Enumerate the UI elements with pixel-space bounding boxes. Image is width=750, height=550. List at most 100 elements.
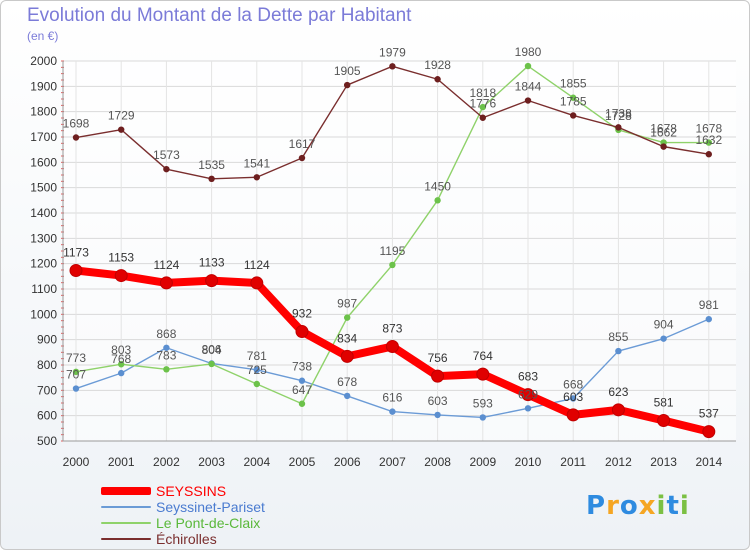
data-point xyxy=(570,112,577,119)
x-tick-label: 2004 xyxy=(243,455,270,469)
x-tick-label: 2003 xyxy=(198,455,225,469)
data-point xyxy=(434,197,441,204)
data-label: 756 xyxy=(428,351,448,365)
data-label: 773 xyxy=(66,351,86,365)
data-label: 1124 xyxy=(244,258,270,272)
data-point xyxy=(208,175,215,182)
logo-letter: x xyxy=(638,491,657,521)
x-tick-label: 2014 xyxy=(695,455,722,469)
legend-label: SEYSSINS xyxy=(156,483,227,499)
data-point xyxy=(253,174,260,181)
data-point xyxy=(611,403,625,417)
data-label: 1662 xyxy=(650,126,677,140)
data-label: 1728 xyxy=(605,109,632,123)
data-label: 738 xyxy=(292,360,312,374)
data-label: 1776 xyxy=(469,97,496,111)
data-label: 603 xyxy=(428,394,448,408)
data-label: 1905 xyxy=(334,64,361,78)
data-point xyxy=(385,340,399,354)
legend-swatch xyxy=(101,522,151,524)
data-label: 1729 xyxy=(108,109,135,123)
data-label: 987 xyxy=(337,297,357,311)
plot-area xyxy=(63,61,736,441)
y-tick-label: 600 xyxy=(37,409,57,423)
logo-letter: t xyxy=(666,491,680,521)
data-point xyxy=(389,408,396,415)
data-point xyxy=(660,143,667,150)
data-label: 768 xyxy=(111,352,131,366)
logo-letter: r xyxy=(606,491,620,521)
data-label: 932 xyxy=(292,307,312,321)
data-point xyxy=(657,413,671,427)
data-label: 1541 xyxy=(243,156,270,170)
y-tick-label: 1000 xyxy=(30,307,57,321)
data-label: 803 xyxy=(111,343,131,357)
data-point xyxy=(163,366,170,373)
data-point xyxy=(340,349,354,363)
data-point xyxy=(479,103,486,111)
data-point xyxy=(72,368,80,376)
proxiti-logo: Proxiti xyxy=(586,491,690,521)
data-point xyxy=(615,124,622,131)
data-point xyxy=(69,264,83,278)
data-label: 855 xyxy=(608,330,628,344)
legend-swatch xyxy=(101,487,151,495)
data-label: 1133 xyxy=(199,256,225,270)
data-point xyxy=(205,274,219,288)
x-tick-label: 2005 xyxy=(289,455,316,469)
data-point xyxy=(524,97,532,104)
data-point xyxy=(114,269,128,283)
data-label: 1195 xyxy=(379,244,405,258)
data-label: 647 xyxy=(292,383,312,397)
y-tick-label: 700 xyxy=(37,383,57,397)
data-label: 1928 xyxy=(424,58,451,72)
legend-label: Le Pont-de-Claix xyxy=(156,515,261,531)
data-label: 1785 xyxy=(560,94,587,108)
x-tick-label: 2008 xyxy=(424,455,451,469)
y-tick-label: 1300 xyxy=(30,231,57,245)
data-point xyxy=(479,414,486,421)
x-tick-label: 2000 xyxy=(63,455,90,469)
y-tick-label: 900 xyxy=(37,333,57,347)
y-tick-label: 1700 xyxy=(30,130,57,144)
data-label: 581 xyxy=(654,395,674,409)
data-label: 1678 xyxy=(695,122,722,136)
y-tick-label: 800 xyxy=(37,358,57,372)
data-point xyxy=(521,388,535,402)
data-point xyxy=(72,385,80,392)
y-tick-label: 1400 xyxy=(30,206,57,220)
data-point xyxy=(705,139,712,146)
data-point xyxy=(298,400,306,407)
data-point xyxy=(570,395,577,402)
x-tick-label: 2002 xyxy=(153,455,180,469)
data-label: 806 xyxy=(202,342,222,356)
data-point xyxy=(298,377,306,384)
data-label: 1153 xyxy=(108,251,134,265)
data-label: 678 xyxy=(337,375,357,389)
data-point xyxy=(344,392,351,400)
y-tick-label: 1500 xyxy=(30,181,57,195)
data-point xyxy=(389,261,396,269)
data-label: 1535 xyxy=(198,158,225,172)
data-point xyxy=(295,325,309,339)
data-label: 593 xyxy=(473,396,493,410)
data-point xyxy=(434,411,441,419)
y-tick-label: 1900 xyxy=(30,79,57,93)
data-point xyxy=(389,63,396,70)
chart-subtitle: (en €) xyxy=(27,29,59,43)
y-tick-label: 1200 xyxy=(30,257,57,271)
data-label: 725 xyxy=(247,363,267,377)
data-label: 1617 xyxy=(289,137,316,151)
x-tick-label: 2010 xyxy=(515,455,542,469)
logo-letter: o xyxy=(619,491,639,521)
y-tick-label: 500 xyxy=(37,434,57,448)
data-point xyxy=(253,366,260,374)
data-label: 1698 xyxy=(63,117,90,131)
data-label: 683 xyxy=(518,370,538,384)
logo-letter: P xyxy=(586,491,607,521)
data-point xyxy=(615,347,622,355)
data-label: 1979 xyxy=(379,45,406,59)
data-point xyxy=(570,94,577,101)
